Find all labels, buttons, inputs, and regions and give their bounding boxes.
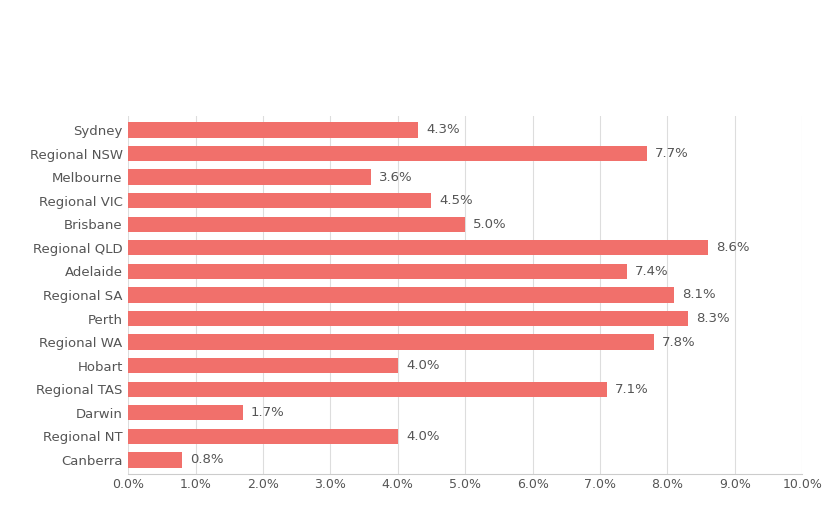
Bar	[128, 358, 398, 374]
Bar	[128, 381, 607, 397]
Bar	[128, 287, 674, 303]
Text: Annual change in median weekly advertised rents: Annual change in median weekly advertise…	[138, 27, 689, 46]
Text: 8.3%: 8.3%	[696, 312, 729, 325]
Text: 7.8%: 7.8%	[662, 336, 696, 349]
Bar	[128, 122, 418, 138]
Bar	[128, 334, 654, 350]
Text: 8.6%: 8.6%	[716, 241, 749, 254]
Text: 7.7%: 7.7%	[655, 147, 689, 160]
Text: 4.0%: 4.0%	[406, 430, 439, 443]
Bar	[128, 193, 432, 208]
Bar	[128, 452, 182, 468]
Bar	[128, 405, 243, 420]
Bar	[128, 264, 627, 279]
Text: 1.7%: 1.7%	[251, 406, 284, 419]
Bar	[128, 146, 648, 161]
Text: 4.5%: 4.5%	[440, 194, 473, 207]
Text: 4.3%: 4.3%	[426, 123, 460, 137]
Text: 0.8%: 0.8%	[190, 453, 223, 466]
Text: 4.0%: 4.0%	[406, 359, 439, 372]
Text: 7.4%: 7.4%	[635, 265, 669, 278]
Text: 3.6%: 3.6%	[379, 170, 413, 183]
Text: 8.1%: 8.1%	[682, 289, 716, 302]
Bar	[128, 311, 687, 326]
Text: Dec-24: Dec-24	[375, 65, 452, 83]
Bar	[128, 169, 370, 185]
Text: 5.0%: 5.0%	[473, 218, 507, 231]
Bar	[128, 217, 465, 232]
Bar	[128, 429, 398, 444]
Bar	[128, 240, 708, 255]
Text: 7.1%: 7.1%	[614, 383, 648, 396]
